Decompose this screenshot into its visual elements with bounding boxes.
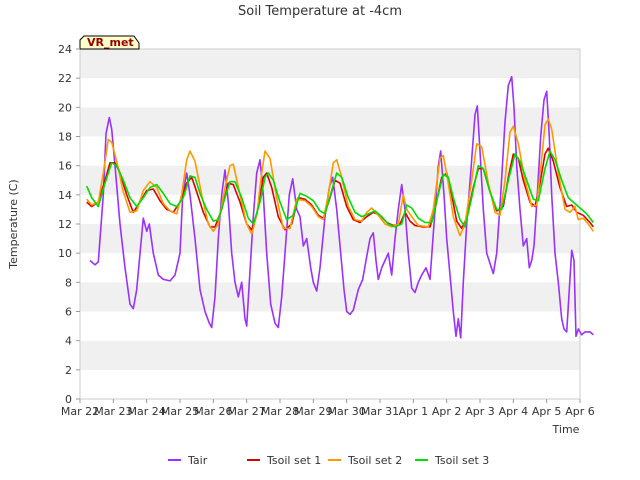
y-tick-label: 16 xyxy=(58,160,72,173)
legend-label: Tsoil set 3 xyxy=(434,454,489,467)
x-tick-label: Apr 5 xyxy=(532,405,562,418)
y-tick-label: 24 xyxy=(58,43,72,56)
x-tick-label: Mar 22 xyxy=(61,405,99,418)
y-tick-label: 18 xyxy=(58,131,72,144)
x-tick-label: Apr 3 xyxy=(465,405,495,418)
series-line-tsoil-set-3 xyxy=(85,150,594,228)
y-tick-label: 20 xyxy=(58,101,72,114)
y-axis-label: Temperature (C) xyxy=(7,179,20,269)
grid-band xyxy=(80,136,580,166)
legend-label: Tsoil set 2 xyxy=(347,454,402,467)
y-tick-label: 6 xyxy=(65,306,72,319)
plot-background-bands xyxy=(80,49,580,399)
x-tick-label: Mar 24 xyxy=(128,405,166,418)
x-tick-label: Mar 27 xyxy=(228,405,266,418)
y-tick-label: 2 xyxy=(65,364,72,377)
x-tick-label: Mar 31 xyxy=(361,405,399,418)
x-tick-label: Mar 25 xyxy=(161,405,199,418)
y-tick-label: 22 xyxy=(58,72,72,85)
x-tick-label: Mar 29 xyxy=(294,405,332,418)
series-lines xyxy=(85,75,594,339)
station-label-box: VR_met xyxy=(79,35,140,50)
grid-band xyxy=(80,340,580,370)
y-tick-label: 12 xyxy=(58,218,72,231)
legend-label: Tsoil set 1 xyxy=(266,454,321,467)
grid-band xyxy=(80,282,580,312)
x-tick-label: Mar 23 xyxy=(94,405,132,418)
x-tick-label: Apr 2 xyxy=(432,405,462,418)
legend-item-tsoil-set-3: Tsoil set 3 xyxy=(415,454,489,467)
legend-item-tair: Tair xyxy=(168,454,208,467)
x-tick-label: Apr 1 xyxy=(399,405,429,418)
y-tick-label: 8 xyxy=(65,276,72,289)
legend: Tair Tsoil set 1 Tsoil set 2 Tsoil set 3 xyxy=(168,454,489,467)
x-tick-label: Apr 6 xyxy=(565,405,595,418)
x-tick-label: Apr 4 xyxy=(499,405,529,418)
x-tick-label: Mar 26 xyxy=(194,405,232,418)
y-tick-label: 14 xyxy=(58,189,72,202)
grid-band xyxy=(80,311,580,341)
series-line-tair xyxy=(89,75,594,339)
x-axis-label: Time xyxy=(552,423,580,436)
legend-item-tsoil-set-2: Tsoil set 2 xyxy=(328,454,402,467)
series-line-tsoil-set-2 xyxy=(86,118,594,237)
legend-label: Tair xyxy=(187,454,208,467)
x-tick-label: Mar 30 xyxy=(328,405,366,418)
grid-band xyxy=(80,107,580,137)
grid-band xyxy=(80,369,580,399)
chart-title: Soil Temperature at -4cm xyxy=(238,4,402,19)
legend-item-tsoil-set-1: Tsoil set 1 xyxy=(247,454,321,467)
station-label: VR_met xyxy=(87,36,134,49)
grid-band xyxy=(80,78,580,108)
y-tick-label: 4 xyxy=(65,335,72,348)
y-tick-label: 0 xyxy=(65,393,72,406)
grid-band xyxy=(80,49,580,79)
grid-band xyxy=(80,224,580,254)
y-tick-label: 10 xyxy=(58,247,72,260)
x-tick-label: Mar 28 xyxy=(261,405,299,418)
